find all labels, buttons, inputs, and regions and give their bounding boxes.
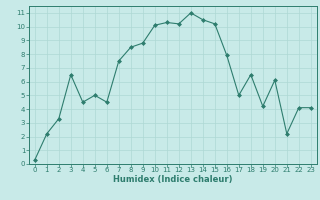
X-axis label: Humidex (Indice chaleur): Humidex (Indice chaleur) — [113, 175, 233, 184]
